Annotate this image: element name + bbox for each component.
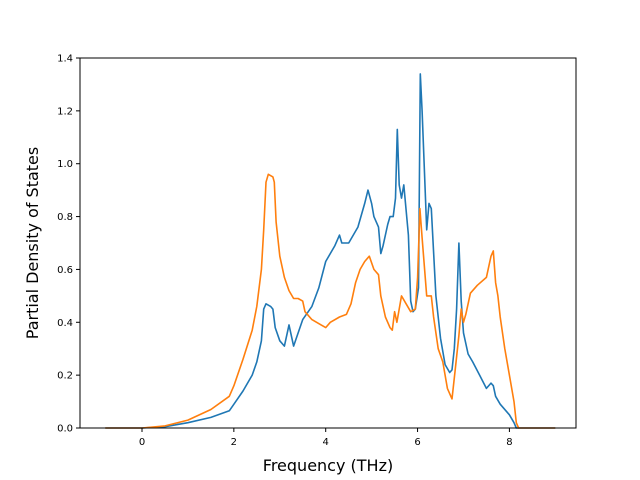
y-tick-label: 0.2 (57, 371, 73, 382)
axes-frame (79, 57, 577, 429)
x-tick-label: 0 (139, 437, 145, 448)
y-tick-label: 0.4 (57, 318, 73, 329)
x-tick-label: 4 (323, 437, 329, 448)
x-tick-label: 8 (506, 437, 512, 448)
plot-area (105, 73, 556, 429)
y-tick-label: 0.0 (57, 424, 73, 435)
x-tick-label: 2 (231, 437, 237, 448)
ticks: 0 2 4 6 8 0.0 0.2 0.4 0.6 0.8 1.0 1.2 1.4 (57, 54, 513, 449)
y-tick-label: 0.8 (57, 212, 73, 223)
series-line-2 (105, 173, 556, 429)
y-tick-label: 1.2 (57, 106, 73, 117)
x-axis-label: Frequency (THz) (263, 456, 393, 475)
x-tick-label: 6 (414, 437, 420, 448)
y-tick-label: 1.0 (57, 159, 73, 170)
y-tick-label: 1.4 (57, 54, 73, 65)
y-axis-label: Partial Density of States (23, 147, 42, 339)
y-tick-label: 0.6 (57, 265, 73, 276)
